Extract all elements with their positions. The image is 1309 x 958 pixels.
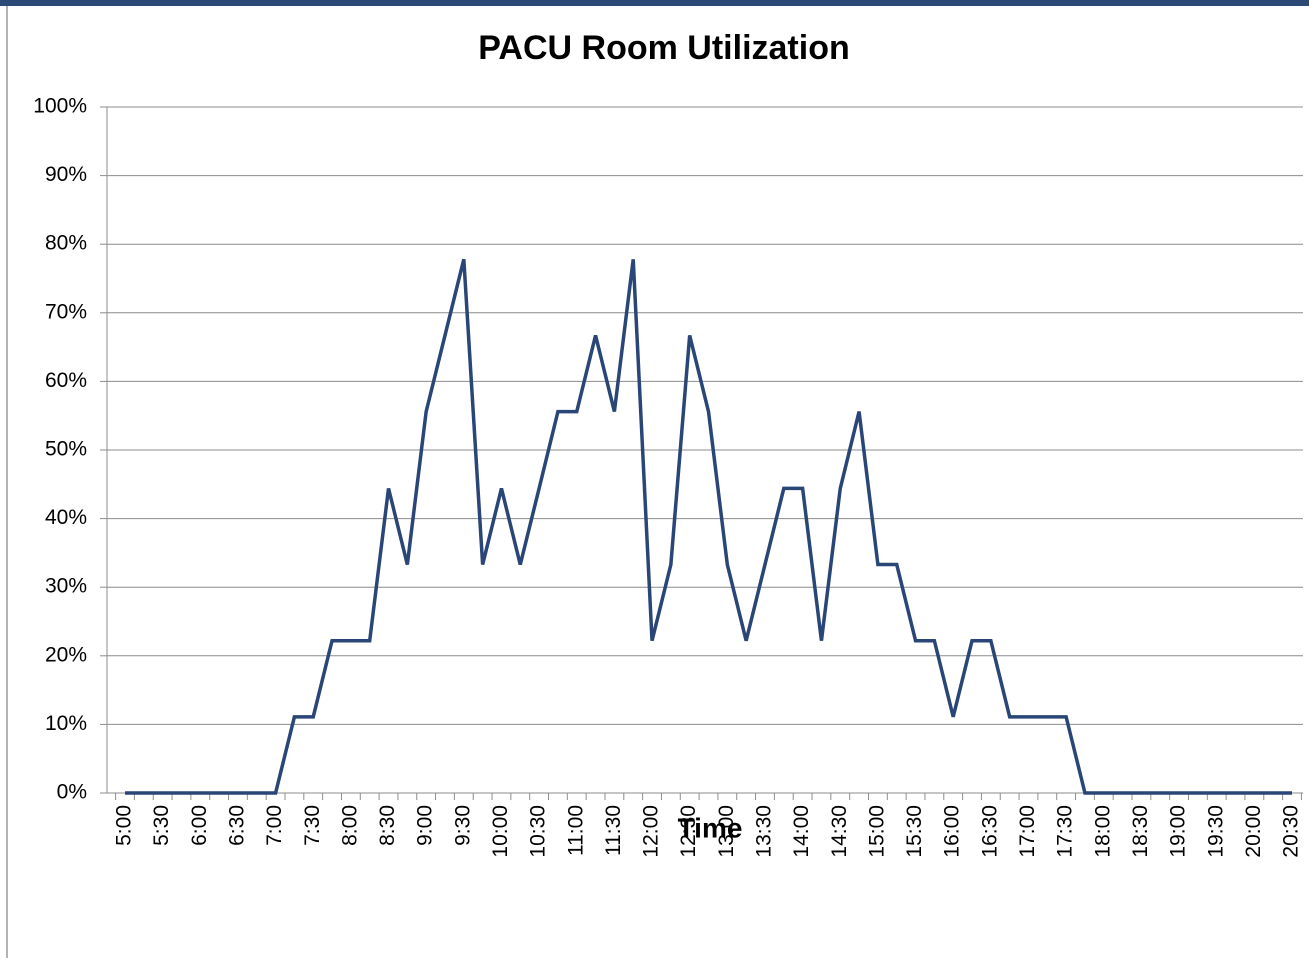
x-tick-label: 15:30 [903,805,926,858]
data-line [125,258,1292,795]
y-tick-label: 80% [45,232,87,255]
x-tick-label: 9:00 [414,805,437,846]
y-tick-label: 90% [45,163,87,186]
x-tick-label: 10:00 [489,805,512,858]
x-tick-label: 12:00 [640,805,663,858]
x-tick-label: 8:00 [338,805,361,846]
chart-title: PACU Room Utilization [478,29,849,67]
x-tick-label: 12:30 [677,805,700,858]
x-tick-label: 19:30 [1204,805,1227,858]
x-tick-label: 7:30 [301,805,324,846]
x-tick-label: 20:30 [1280,805,1303,858]
x-tick-label: 16:30 [978,805,1001,858]
y-tick-label: 20% [45,643,87,666]
x-tick-label: 6:30 [225,805,248,846]
x-tick-label: 13:30 [753,805,776,858]
y-tick-label: 100% [33,95,87,118]
x-tick-label: 15:00 [865,805,888,858]
x-tick-label: 10:30 [527,805,550,858]
y-tick-label: 70% [45,300,87,323]
y-tick-label: 40% [45,506,87,529]
x-tick-label: 17:30 [1054,805,1077,858]
x-tick-label: 14:00 [790,805,813,858]
y-tick-label: 30% [45,575,87,598]
top-bar [0,0,1309,6]
x-tick-label: 7:00 [263,805,286,846]
x-tick-label: 18:30 [1129,805,1152,858]
x-tick-label: 16:00 [941,805,964,858]
x-tick-label: 20:00 [1242,805,1265,858]
x-tick-label: 6:00 [188,805,211,846]
x-axis-title: Time [678,812,743,843]
x-tick-label: 5:00 [113,805,136,846]
x-tick-label: 9:30 [451,805,474,846]
y-tick-label: 10% [45,712,87,735]
x-tick-label: 8:30 [376,805,399,846]
y-tick-label: 50% [45,438,87,461]
y-tick-label: 60% [45,369,87,392]
x-tick-label: 17:00 [1016,805,1039,858]
x-tick-label: 13:00 [715,805,738,858]
x-tick-label: 11:30 [602,805,625,856]
x-tick-label: 5:30 [150,805,173,846]
x-tick-label: 19:00 [1167,805,1190,858]
x-tick-label: 11:00 [564,805,587,856]
y-tick-label: 0% [57,781,87,804]
x-tick-label: 18:00 [1091,805,1114,858]
x-tick-label: 14:30 [828,805,851,858]
